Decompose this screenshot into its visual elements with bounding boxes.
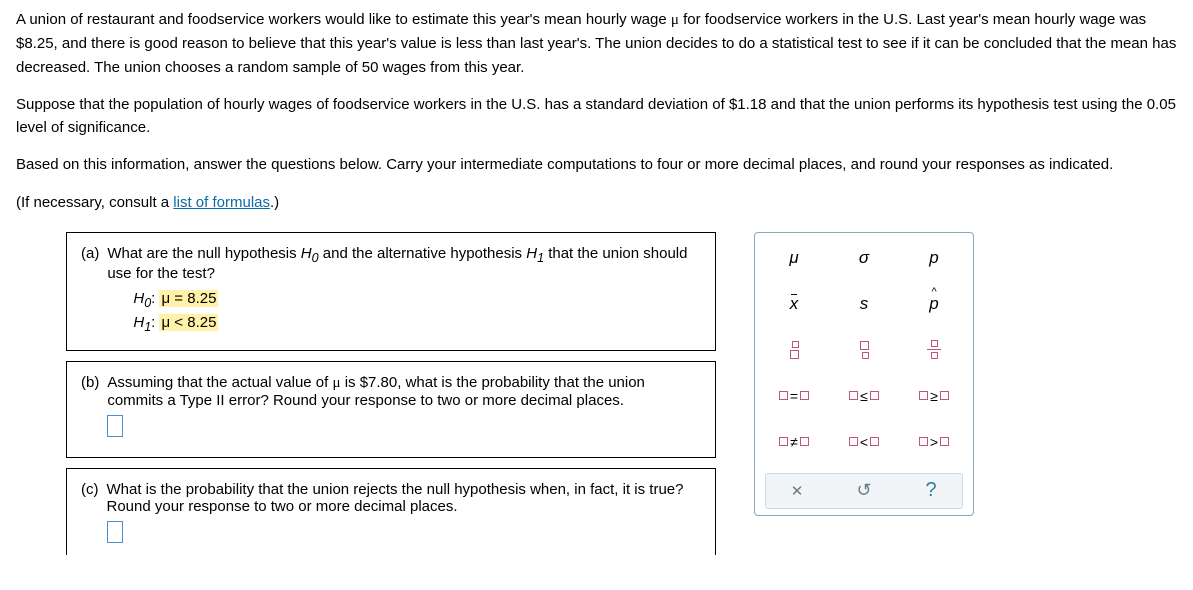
instructions: Based on this information, answer the qu… bbox=[16, 153, 1177, 176]
palette-subscript[interactable] bbox=[835, 335, 893, 365]
intro-text: A union of restaurant and foodservice wo… bbox=[16, 11, 671, 28]
answer-c-input[interactable] bbox=[107, 521, 123, 543]
formulas-link[interactable]: list of formulas bbox=[173, 194, 270, 211]
palette-ne[interactable]: ≠ bbox=[765, 427, 823, 457]
h1-line: H1: μ < 8.25 bbox=[133, 314, 701, 334]
question-a-text: What are the null hypothesis bbox=[107, 245, 300, 262]
question-a-text: and the alternative hypothesis bbox=[319, 245, 527, 262]
palette-lt[interactable]: < bbox=[835, 427, 893, 457]
palette-mu[interactable]: μ bbox=[765, 243, 823, 273]
palette-le[interactable]: ≤ bbox=[835, 381, 893, 411]
palette-xbar[interactable]: x bbox=[765, 289, 823, 319]
h1-symbol: H1 bbox=[526, 245, 544, 262]
palette-ge[interactable]: ≥ bbox=[905, 381, 963, 411]
formulas-suffix: .) bbox=[270, 194, 279, 211]
questions-column: (a) What are the null hypothesis H0 and … bbox=[66, 232, 716, 565]
std-dev: $1.18 bbox=[729, 96, 767, 113]
intro-text: for foodservice workers in the U.S. Last… bbox=[679, 11, 1146, 28]
palette-phat[interactable]: ^p bbox=[905, 289, 963, 319]
question-b-text: is bbox=[341, 374, 360, 391]
palette-fraction[interactable] bbox=[905, 335, 963, 365]
palette-help-icon[interactable]: ? bbox=[902, 478, 960, 504]
answer-b-input[interactable] bbox=[107, 415, 123, 437]
h1-answer[interactable]: μ < 8.25 bbox=[159, 314, 218, 331]
h0-line: H0: μ = 8.25 bbox=[133, 290, 701, 310]
palette-clear-icon[interactable]: ✕ bbox=[768, 478, 826, 504]
formulas-prefix: (If necessary, consult a bbox=[16, 194, 173, 211]
symbol-palette: μ σ p x s ^p = ≤ ≥ ≠ < > bbox=[754, 232, 974, 516]
question-b-label: (b) bbox=[81, 374, 99, 409]
question-c-label: (c) bbox=[81, 481, 99, 515]
palette-equals[interactable]: = bbox=[765, 381, 823, 411]
mu-symbol: μ bbox=[671, 12, 679, 28]
question-b: (b) Assuming that the actual value of μ … bbox=[66, 361, 716, 458]
question-c: (c) What is the probability that the uni… bbox=[66, 468, 716, 555]
intro-text: , and there is good reason to believe th… bbox=[16, 35, 1176, 75]
palette-sigma[interactable]: σ bbox=[835, 243, 893, 273]
h0-answer[interactable]: μ = 8.25 bbox=[159, 290, 218, 307]
question-b-text: Assuming that the actual value of bbox=[107, 374, 332, 391]
mu-symbol: μ bbox=[332, 375, 340, 391]
intro-text: level of significance. bbox=[16, 119, 150, 136]
palette-reset-icon[interactable]: ↺ bbox=[835, 478, 893, 504]
last-year-wage: $8.25 bbox=[16, 35, 54, 52]
intro-text: and that the union performs its hypothes… bbox=[766, 96, 1146, 113]
sample-size: 50 bbox=[362, 59, 379, 76]
intro-text: Suppose that the population of hourly wa… bbox=[16, 96, 729, 113]
problem-statement: A union of restaurant and foodservice wo… bbox=[16, 8, 1177, 214]
palette-gt[interactable]: > bbox=[905, 427, 963, 457]
palette-p[interactable]: p bbox=[905, 243, 963, 273]
question-a: (a) What are the null hypothesis H0 and … bbox=[66, 232, 716, 351]
alpha-level: 0.05 bbox=[1147, 96, 1176, 113]
palette-superscript[interactable] bbox=[765, 335, 823, 365]
question-c-text: What is the probability that the union r… bbox=[107, 481, 702, 515]
question-a-label: (a) bbox=[81, 245, 99, 334]
intro-text: wages from this year. bbox=[378, 59, 524, 76]
h0-symbol: H0 bbox=[301, 245, 319, 262]
actual-mu: $7.80 bbox=[360, 374, 398, 391]
palette-s[interactable]: s bbox=[835, 289, 893, 319]
